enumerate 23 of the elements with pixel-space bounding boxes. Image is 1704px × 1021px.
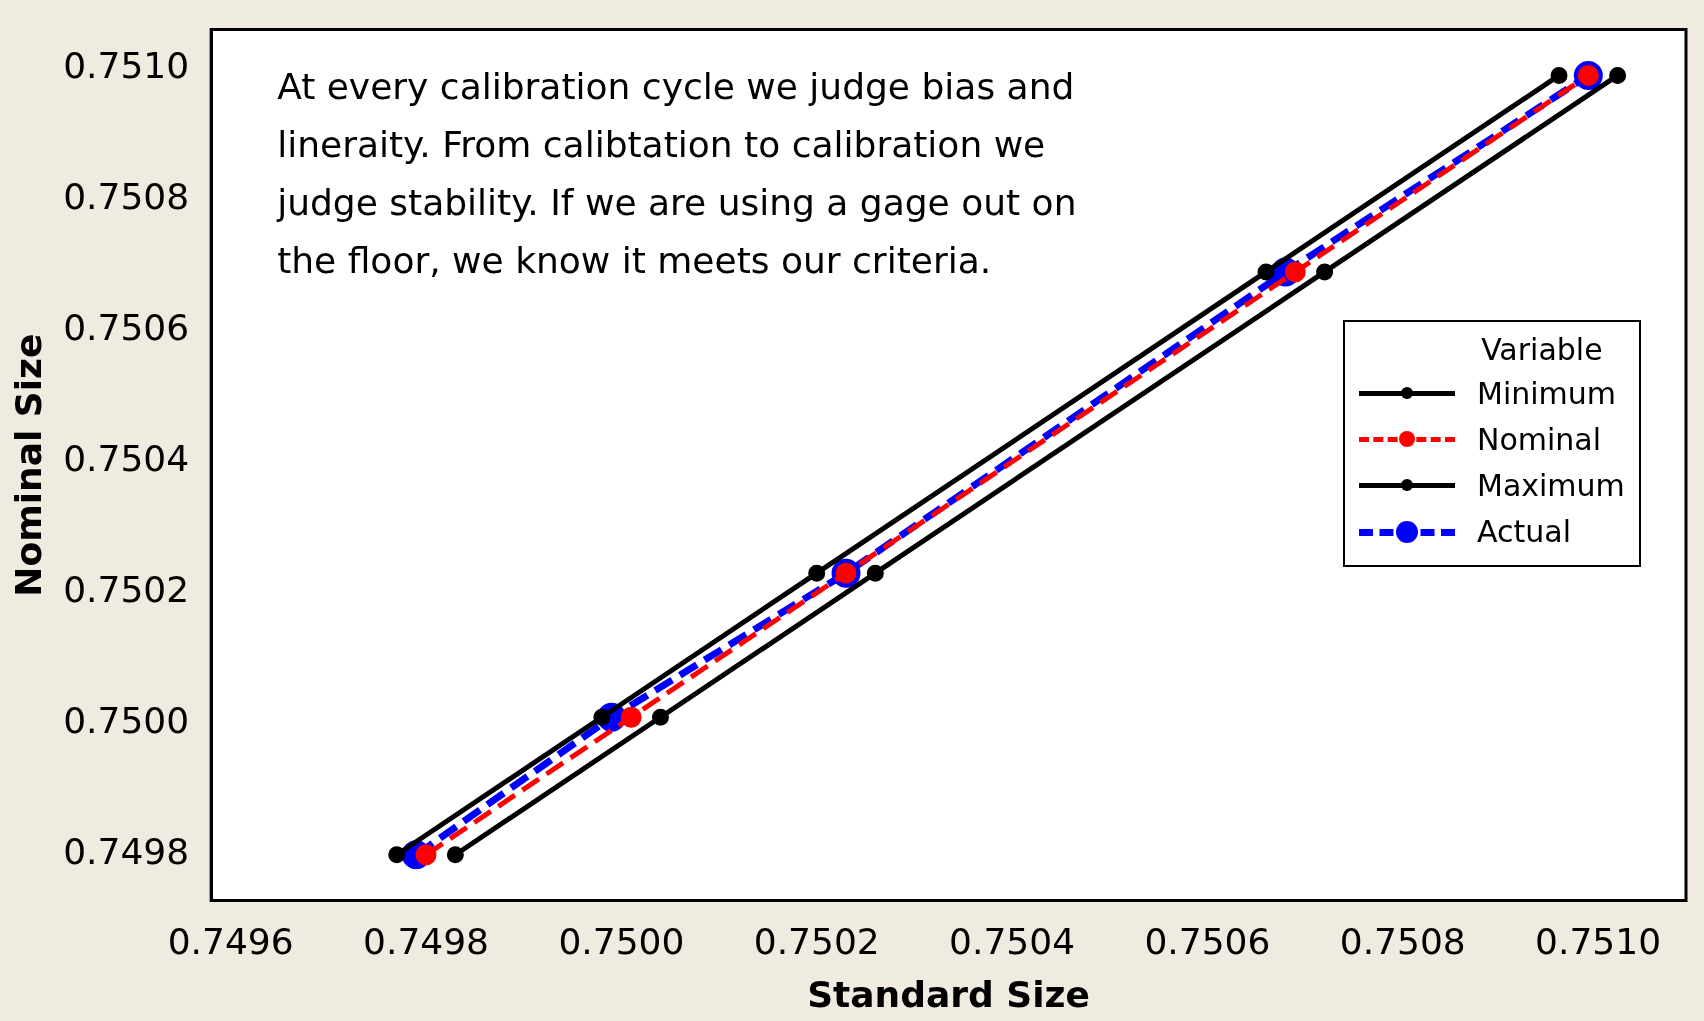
y-axis-title: Nominal Size [7, 333, 49, 597]
y-tick-label: 0.7500 [63, 700, 190, 742]
legend-label: Minimum [1477, 376, 1617, 412]
x-tick-label: 0.7502 [753, 920, 880, 962]
x-tick-label: 0.7496 [167, 920, 294, 962]
x-tick-label: 0.7506 [1144, 920, 1271, 962]
y-tick-label: 0.7502 [63, 569, 190, 611]
y-tick-label: 0.7498 [63, 831, 190, 873]
x-tick-label: 0.7510 [1535, 920, 1662, 962]
y-tick-label: 0.7510 [63, 45, 190, 87]
annotation: At every calibration cycle we judge bias and lineraity. From calibtation to calibration we judge stability. If we are using a gage out on the floor, we know it meets our criteria. [277, 64, 1078, 283]
x-tick-label: 0.7504 [949, 920, 1076, 962]
legend-label: Actual [1477, 514, 1571, 550]
y-tick-label: 0.7508 [63, 176, 190, 218]
x-tick-label: 0.7500 [558, 920, 685, 962]
y-tick-label: 0.7506 [63, 307, 190, 349]
legend-label: Nominal [1477, 422, 1602, 458]
legend-label: Maximum [1477, 468, 1625, 504]
x-tick-label: 0.7498 [363, 920, 490, 962]
x-axis-title: Standard Size [807, 973, 1090, 1015]
x-tick-label: 0.7508 [1339, 920, 1466, 962]
legend-title: Variable [1480, 331, 1604, 367]
y-tick-label: 0.7504 [63, 438, 190, 480]
